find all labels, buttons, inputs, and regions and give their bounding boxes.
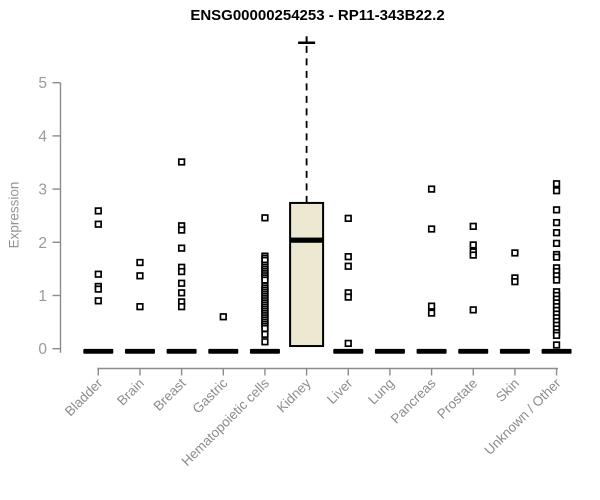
outlier-marker (552, 218, 561, 227)
zero-median-bar (499, 348, 530, 354)
outlier-marker (177, 244, 186, 252)
outlier-marker (552, 187, 561, 195)
outlier-marker (261, 338, 269, 346)
outlier-marker (469, 241, 477, 249)
zero-median-bar (416, 348, 447, 354)
outlier-marker (552, 276, 561, 284)
x-category-label: Skin (493, 376, 522, 405)
outlier-marker (136, 272, 144, 280)
outlier-marker (261, 276, 269, 284)
y-tick-label: 5 (38, 75, 47, 92)
y-tick-label: 2 (38, 235, 47, 252)
x-category-label: Brain (114, 376, 147, 409)
zero-median-bar (83, 348, 114, 354)
zero-median-bar (208, 348, 239, 354)
outlier-marker (552, 239, 561, 248)
outlier-marker (469, 306, 477, 314)
outlier-marker (511, 278, 519, 286)
outlier-marker (552, 331, 561, 340)
outlier-marker (261, 324, 269, 333)
outlier-marker (177, 267, 186, 276)
outlier-marker (177, 226, 186, 234)
zero-median-bar (374, 348, 405, 354)
outlier-marker (94, 270, 102, 278)
x-category-label: Lung (365, 376, 397, 408)
outlier-marker (94, 207, 102, 215)
outlier-marker (94, 220, 102, 228)
outlier-marker (94, 285, 102, 293)
outlier-marker (344, 339, 352, 348)
y-tick-label: 3 (38, 182, 47, 199)
outlier-marker (427, 225, 436, 233)
zero-median-bar (541, 348, 572, 354)
outlier-marker (136, 258, 144, 267)
outlier-marker (177, 279, 186, 287)
outlier-marker (94, 297, 102, 305)
y-tick-label: 4 (38, 128, 47, 145)
outlier-marker (552, 341, 561, 349)
outlier-marker (177, 303, 186, 311)
outlier-marker (469, 251, 477, 259)
outlier-marker (427, 302, 436, 310)
y-tick-label: 1 (38, 288, 47, 305)
outlier-marker (552, 229, 561, 237)
y-tick-label: 0 (38, 341, 47, 358)
outlier-marker (344, 262, 352, 270)
x-category-label: Breast (151, 375, 189, 413)
x-category-label: Pancreas (388, 375, 439, 426)
x-category-label: Unknown / Other (481, 375, 564, 458)
outlier-marker (177, 289, 186, 297)
outlier-marker (552, 206, 561, 214)
zero-median-bar (458, 348, 489, 354)
outlier-marker (177, 158, 186, 166)
outlier-marker (511, 249, 519, 257)
x-category-label: Prostate (434, 376, 480, 422)
outlier-marker (261, 330, 269, 338)
outlier-marker (427, 309, 436, 317)
x-category-label: Liver (324, 375, 356, 407)
outlier-marker (344, 293, 352, 301)
x-category-label: Bladder (62, 375, 106, 419)
box-kidney (289, 201, 325, 348)
chart-title: ENSG00000254253 - RP11-343B22.2 (190, 7, 445, 24)
x-category-label: Kidney (274, 375, 314, 415)
outlier-marker (427, 185, 436, 193)
zero-median-bar (249, 348, 280, 354)
outlier-marker (469, 222, 477, 230)
zero-median-bar (333, 348, 364, 354)
x-category-label: Gastric (190, 375, 231, 416)
outlier-marker (552, 180, 561, 188)
box-median-line (290, 237, 324, 243)
outlier-marker (344, 214, 352, 223)
y-axis-title: Expression (6, 181, 22, 249)
outlier-marker (344, 253, 352, 261)
outlier-marker (136, 303, 144, 311)
outlier-marker (219, 313, 227, 321)
zero-median-bar (124, 348, 155, 354)
outlier-marker (552, 253, 561, 261)
outlier-marker (261, 214, 269, 222)
zero-median-bar (166, 348, 197, 354)
